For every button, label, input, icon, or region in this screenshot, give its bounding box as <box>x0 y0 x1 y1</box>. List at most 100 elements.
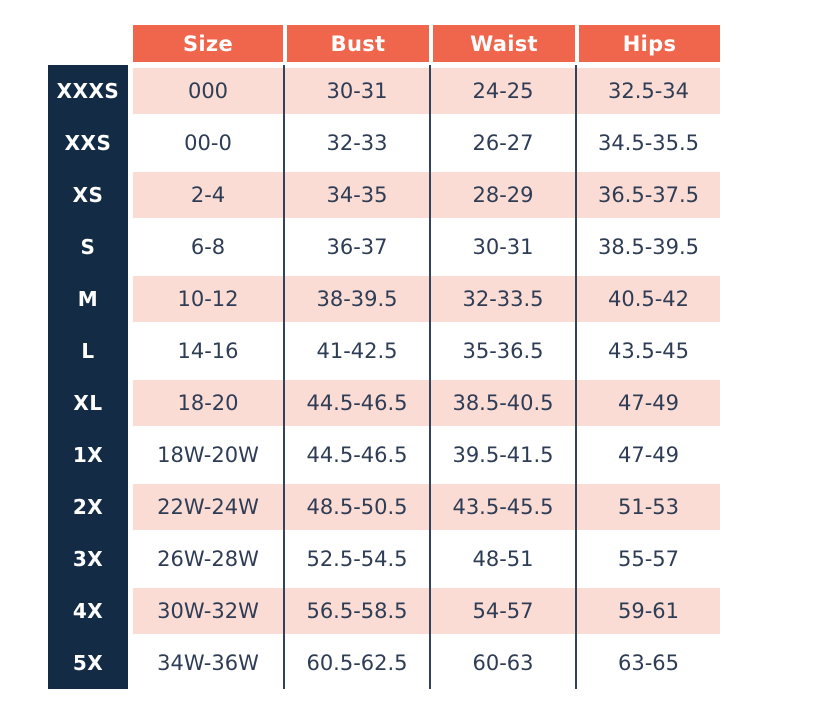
size-chart: Size Bust Waist Hips XXXS 000 30-31 24-2… <box>48 25 720 689</box>
bust-range-text: 32-33 <box>326 131 388 155</box>
bust-range-text: 56.5-58.5 <box>306 599 408 623</box>
waist-range-cell: 35-36.5 <box>429 325 575 377</box>
hips-range-text: 47-49 <box>617 443 680 467</box>
bust-range-cell: 41-42.5 <box>283 325 429 377</box>
bust-range-text: 41-42.5 <box>316 339 398 363</box>
hips-range-cell: 40.5-42 <box>575 273 720 325</box>
waist-range-text: 30-31 <box>472 235 534 259</box>
waist-range-text: 35-36.5 <box>462 339 544 363</box>
bust-range-text: 44.5-46.5 <box>306 443 408 467</box>
hips-range-cell: 47-49 <box>575 377 720 429</box>
waist-range-cell: 54-57 <box>429 585 575 637</box>
size-label: XS <box>48 169 133 221</box>
column-header-bust: Bust <box>283 25 429 62</box>
hips-range-cell: 34.5-35.5 <box>575 117 720 169</box>
waist-range-cell: 48-51 <box>429 533 575 585</box>
waist-range-text: 54-57 <box>472 599 534 623</box>
column-header-waist: Waist <box>429 25 575 62</box>
size-range-text: 10-12 <box>177 287 239 311</box>
hips-range-cell: 36.5-37.5 <box>575 169 720 221</box>
size-range-text: 30W-32W <box>157 599 259 623</box>
bust-range-cell: 56.5-58.5 <box>283 585 429 637</box>
size-label-text: 2X <box>72 495 104 519</box>
waist-range-cell: 32-33.5 <box>429 273 575 325</box>
waist-range-cell: 28-29 <box>429 169 575 221</box>
waist-range-cell: 38.5-40.5 <box>429 377 575 429</box>
hips-range-text: 47-49 <box>617 391 680 415</box>
size-label: S <box>48 221 133 273</box>
corner-spacer <box>48 25 133 65</box>
size-label-text: L <box>81 339 95 363</box>
size-range-text: 26W-28W <box>157 547 259 571</box>
bust-range-text: 34-35 <box>326 183 388 207</box>
size-range-text: 34W-36W <box>157 651 259 675</box>
waist-range-cell: 26-27 <box>429 117 575 169</box>
waist-range-text: 32-33.5 <box>462 287 544 311</box>
waist-range-cell: 43.5-45.5 <box>429 481 575 533</box>
size-label-text: 3X <box>72 547 104 571</box>
size-range-cell: 10-12 <box>133 273 283 325</box>
hips-range-cell: 55-57 <box>575 533 720 585</box>
waist-range-text: 43.5-45.5 <box>452 495 554 519</box>
hips-range-text: 38.5-39.5 <box>597 235 700 259</box>
bust-range-text: 30-31 <box>326 79 388 103</box>
hips-range-text: 36.5-37.5 <box>597 183 700 207</box>
size-label-text: M <box>77 287 99 311</box>
size-range-text: 22W-24W <box>157 495 259 519</box>
waist-range-text: 28-29 <box>472 183 534 207</box>
size-range-cell: 14-16 <box>133 325 283 377</box>
bust-range-text: 36-37 <box>326 235 388 259</box>
hips-range-cell: 32.5-34 <box>575 65 720 117</box>
bust-range-cell: 38-39.5 <box>283 273 429 325</box>
hips-range-text: 43.5-45 <box>607 339 690 363</box>
size-label-text: XXS <box>64 131 112 155</box>
waist-range-text: 38.5-40.5 <box>452 391 554 415</box>
bust-range-text: 38-39.5 <box>316 287 398 311</box>
size-label: 3X <box>48 533 133 585</box>
column-header-size: Size <box>133 25 283 62</box>
waist-range-text: 24-25 <box>472 79 534 103</box>
size-label-text: 5X <box>72 651 104 675</box>
hips-range-text: 34.5-35.5 <box>597 131 700 155</box>
size-range-cell: 34W-36W <box>133 637 283 689</box>
size-label: 2X <box>48 481 133 533</box>
size-range-cell: 18-20 <box>133 377 283 429</box>
hips-range-cell: 38.5-39.5 <box>575 221 720 273</box>
size-label: L <box>48 325 133 377</box>
size-range-text: 14-16 <box>177 339 239 363</box>
size-label: 4X <box>48 585 133 637</box>
size-label: XL <box>48 377 133 429</box>
size-range-cell: 000 <box>133 65 283 117</box>
bust-range-text: 48.5-50.5 <box>306 495 408 519</box>
hips-range-text: 32.5-34 <box>607 79 690 103</box>
size-label-text: S <box>80 235 96 259</box>
size-label: 1X <box>48 429 133 481</box>
waist-range-cell: 39.5-41.5 <box>429 429 575 481</box>
hips-range-cell: 43.5-45 <box>575 325 720 377</box>
size-range-text: 00-0 <box>184 131 232 155</box>
bust-range-cell: 44.5-46.5 <box>283 377 429 429</box>
size-label: XXS <box>48 117 133 169</box>
size-label-text: XL <box>73 391 103 415</box>
size-range-cell: 26W-28W <box>133 533 283 585</box>
column-header-hips: Hips <box>575 25 720 62</box>
hips-range-cell: 63-65 <box>575 637 720 689</box>
bust-range-cell: 52.5-54.5 <box>283 533 429 585</box>
size-range-text: 18-20 <box>177 391 239 415</box>
size-range-cell: 18W-20W <box>133 429 283 481</box>
bust-range-cell: 48.5-50.5 <box>283 481 429 533</box>
size-label: 5X <box>48 637 133 689</box>
waist-range-text: 48-51 <box>472 547 534 571</box>
hips-range-text: 63-65 <box>617 651 680 675</box>
size-label-text: 4X <box>72 599 104 623</box>
hips-range-text: 51-53 <box>617 495 680 519</box>
waist-range-text: 60-63 <box>472 651 534 675</box>
bust-range-text: 60.5-62.5 <box>306 651 408 675</box>
waist-range-cell: 60-63 <box>429 637 575 689</box>
bust-range-text: 52.5-54.5 <box>306 547 408 571</box>
size-label: M <box>48 273 133 325</box>
hips-range-cell: 51-53 <box>575 481 720 533</box>
size-range-text: 000 <box>187 79 229 103</box>
size-label-text: XXXS <box>56 79 120 103</box>
size-label: XXXS <box>48 65 133 117</box>
